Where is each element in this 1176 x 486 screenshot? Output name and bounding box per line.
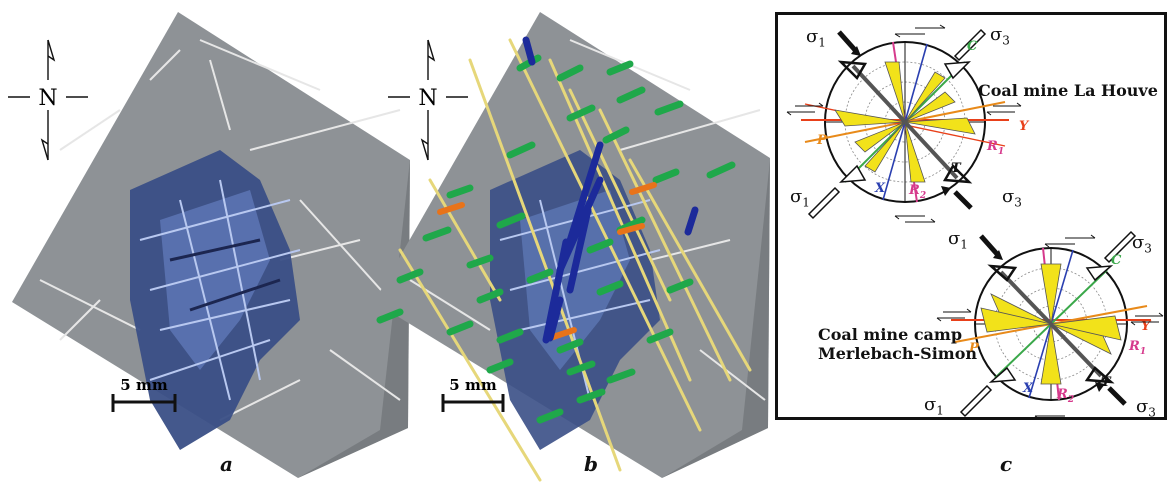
site-label-la-houve: Coal mine La Houve	[978, 81, 1158, 100]
north-label-a: N	[38, 86, 57, 111]
needle-axes	[398, 38, 752, 482]
north-arrow-a	[8, 39, 88, 161]
scale-bar-b	[441, 394, 505, 412]
label-c-1: C	[967, 39, 978, 54]
panel-a-image: N 5 mm	[8, 12, 410, 478]
rose-diagram-1	[801, 41, 1009, 203]
north-label-b: N	[418, 86, 437, 111]
scale-label-b: 5 mm	[449, 376, 497, 394]
sigma3-label-1-top: σ3	[990, 24, 1010, 48]
panel-label-c: c	[1000, 452, 1013, 476]
label-y-2: Y	[1141, 319, 1152, 334]
label-p-2: P	[968, 341, 980, 356]
fracture-network-a	[130, 150, 301, 450]
north-arrow-b	[388, 39, 468, 161]
stress-arrows-2	[979, 234, 1127, 406]
label-r2-1: R2	[908, 183, 926, 201]
stress-arrows-1	[837, 30, 973, 210]
label-y-1: Y	[1019, 119, 1030, 134]
label-r1-1: R1	[986, 139, 1004, 157]
sigma1-label-1-bottom: σ1	[790, 186, 810, 210]
panel-label-b: b	[584, 452, 598, 476]
sigma3-label-2-top: σ3	[1132, 232, 1152, 256]
sigma1-label-2-top: σ1	[948, 228, 968, 252]
stress-arrows-2-open	[959, 230, 1137, 418]
fracture-lines-a	[39, 39, 401, 421]
sigma3-label-2-bottom: σ3	[1136, 396, 1156, 420]
panel-b: N 5 mm b	[370, 0, 770, 486]
scale-label-a: 5 mm	[120, 376, 168, 394]
panel-c-diagram: C Y R1 P X R2 T C Y R1 P X R2 T	[786, 24, 1164, 420]
label-c-2: C	[1111, 253, 1122, 268]
panel-a: N 5 mm a	[0, 0, 410, 486]
sigma1-label-1-top: σ1	[806, 26, 826, 50]
shear-arrows	[786, 24, 1164, 420]
panel-label-a: a	[220, 452, 233, 476]
sigma3-label-1-bottom: σ3	[1002, 186, 1022, 210]
label-t-1: T	[951, 161, 962, 176]
panel-b-image: N 5 mm	[374, 12, 770, 482]
label-r2-2: R2	[1056, 387, 1074, 405]
rose-diagram-2	[951, 247, 1151, 401]
panel-c-frame	[775, 12, 1167, 420]
sigma1-label-2-bottom: σ1	[924, 394, 944, 418]
label-x-1: X	[874, 181, 886, 196]
label-x-2: X	[1022, 381, 1034, 396]
fracture-lines-b	[409, 39, 766, 401]
green-cleats	[376, 54, 736, 424]
scale-bar-a	[111, 394, 177, 412]
orange-cleats	[437, 182, 657, 341]
label-t-2: T	[1101, 375, 1112, 390]
label-p-1: P	[816, 133, 828, 148]
stress-arrows-1-open	[807, 28, 987, 220]
site-label-merlebach-line1: Coal mine camp	[818, 325, 963, 344]
darkblue-cleats	[522, 36, 699, 344]
label-r1-2: R1	[1128, 339, 1146, 357]
site-label-merlebach-line2: Merlebach-Simon	[818, 344, 978, 363]
